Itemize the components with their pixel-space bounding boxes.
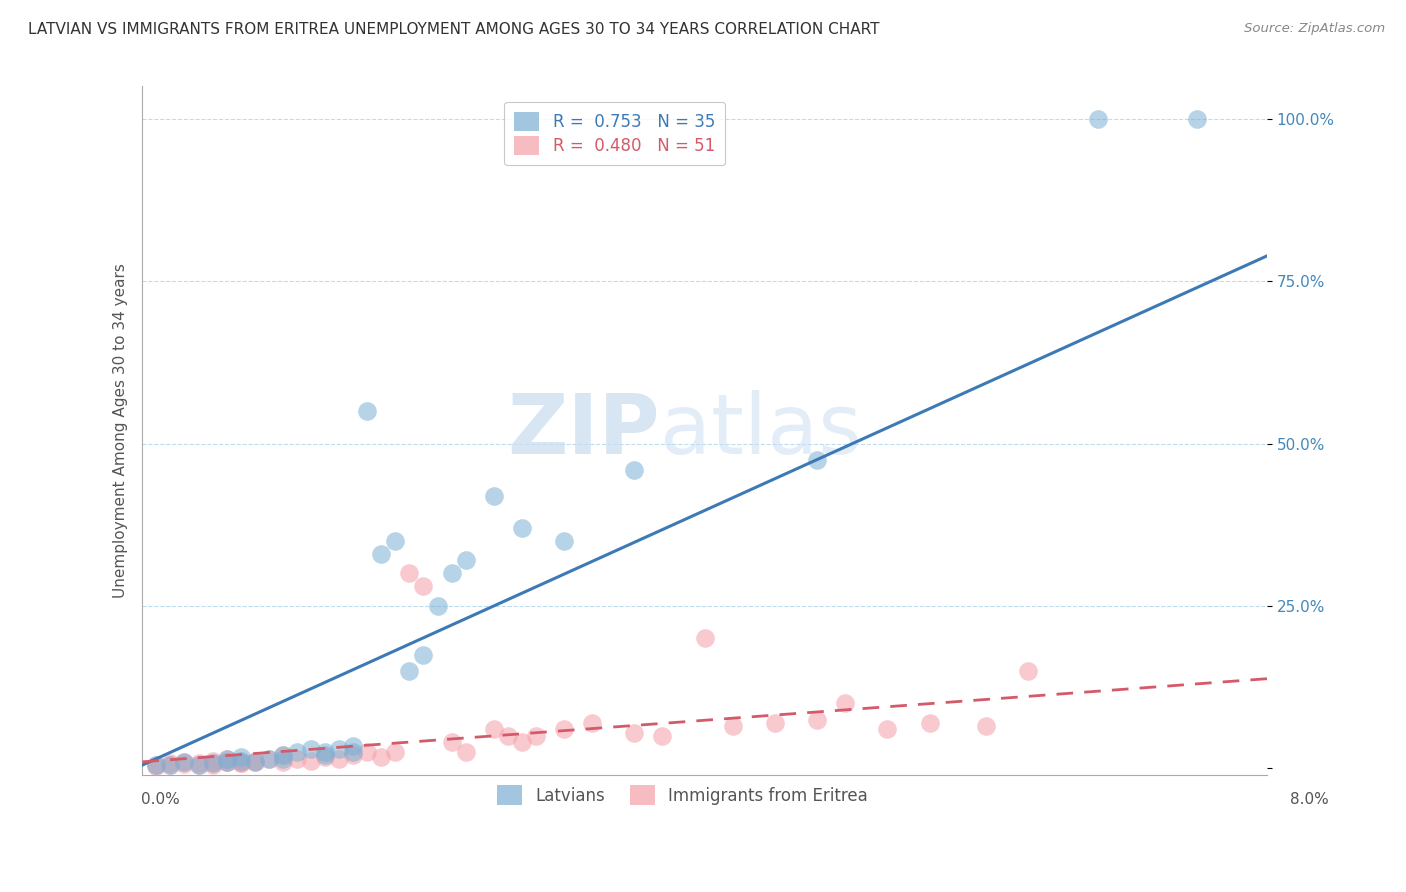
Point [974,719,997,733]
Point [299,742,322,756]
Point [510,735,533,749]
Text: LATVIAN VS IMMIGRANTS FROM ERITREA UNEMPLOYMENT AMONG AGES 30 TO 34 YEARS CORREL: LATVIAN VS IMMIGRANTS FROM ERITREA UNEMP… [28,22,880,37]
Point [243,755,266,769]
Point [201,756,224,771]
Point [440,566,463,581]
Point [693,632,716,646]
Point [482,723,505,737]
Point [1017,664,1039,678]
Point [342,748,364,763]
Point [342,739,364,753]
Text: atlas: atlas [659,390,862,471]
Point [243,754,266,768]
Point [187,758,209,772]
Point [581,715,603,730]
Text: Source: ZipAtlas.com: Source: ZipAtlas.com [1244,22,1385,36]
Point [173,756,195,771]
Point [1087,112,1109,126]
Point [623,462,645,476]
Point [426,599,449,613]
Point [145,759,167,773]
Point [299,754,322,768]
Point [496,729,519,743]
Point [342,745,364,759]
Point [651,729,673,743]
Point [215,755,238,769]
Point [229,755,252,769]
Point [412,648,434,662]
Point [201,758,224,772]
Point [806,713,828,727]
Point [159,758,181,772]
Text: 8.0%: 8.0% [1291,792,1329,807]
Point [623,725,645,739]
Point [834,697,856,711]
Point [721,719,744,733]
Point [553,723,575,737]
Point [553,534,575,549]
Point [524,729,547,743]
Point [763,715,786,730]
Point [271,748,294,763]
Text: 0.0%: 0.0% [141,792,180,807]
Point [356,745,378,759]
Point [173,755,195,769]
Point [229,754,252,768]
Point [229,756,252,771]
Point [145,758,167,772]
Point [215,751,238,765]
Point [510,521,533,535]
Point [384,534,406,549]
Point [454,553,477,567]
Point [257,751,280,765]
Point [173,755,195,769]
Point [229,756,252,771]
Point [314,748,336,763]
Point [187,756,209,771]
Point [201,756,224,771]
Point [187,758,209,772]
Point [370,547,392,561]
Point [384,745,406,759]
Point [440,735,463,749]
Text: ZIP: ZIP [508,390,659,471]
Point [145,758,167,772]
Point [159,756,181,771]
Point [229,749,252,764]
Point [285,751,308,765]
Point [876,723,898,737]
Point [314,749,336,764]
Point [1185,112,1208,126]
Y-axis label: Unemployment Among Ages 30 to 34 years: Unemployment Among Ages 30 to 34 years [114,263,128,598]
Point [398,566,420,581]
Point [271,755,294,769]
Point [159,758,181,772]
Point [482,489,505,503]
Point [215,751,238,765]
Point [454,745,477,759]
Point [328,751,350,765]
Point [215,755,238,769]
Point [285,745,308,759]
Point [243,755,266,769]
Point [328,742,350,756]
Point [918,715,941,730]
Point [806,452,828,467]
Point [370,749,392,764]
Point [271,751,294,765]
Point [412,579,434,593]
Point [215,755,238,769]
Point [201,754,224,768]
Point [398,664,420,678]
Point [257,751,280,765]
Legend: Latvians, Immigrants from Eritrea: Latvians, Immigrants from Eritrea [486,775,877,814]
Point [314,745,336,759]
Point [356,404,378,418]
Point [271,748,294,763]
